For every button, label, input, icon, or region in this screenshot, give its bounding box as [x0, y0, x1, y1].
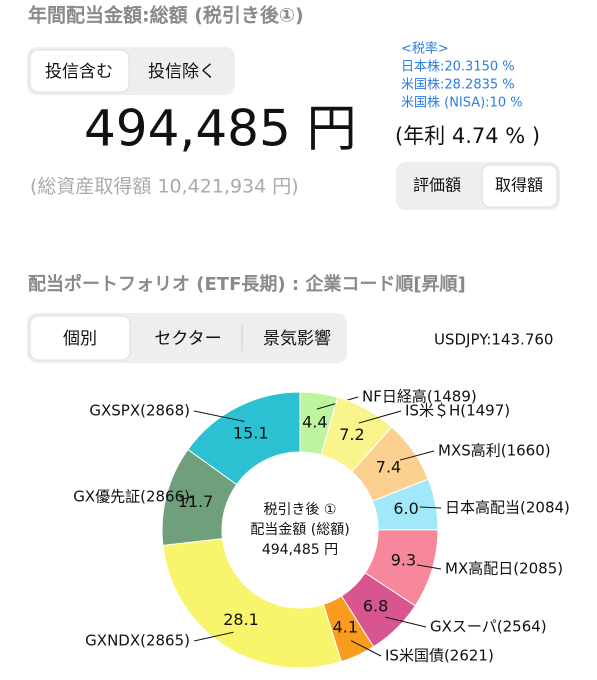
slice	[187, 391, 301, 486]
tab[interactable]: 投信除く	[148, 62, 216, 82]
tax-rate: 日本株:20.3150 %	[401, 60, 515, 75]
leader-line	[181, 496, 195, 500]
center-label: 配当金額 (総額)	[250, 522, 349, 538]
value-label: 4.1	[333, 618, 358, 637]
selected-tab	[29, 315, 131, 361]
category-label: GXNDX(2865)	[85, 632, 190, 650]
tab[interactable]: 景気影響	[263, 329, 331, 349]
tab[interactable]: 評価額	[413, 176, 461, 195]
leader-line	[193, 631, 234, 642]
value-label: 28.1	[223, 610, 259, 629]
leader-line	[358, 410, 402, 424]
section-title: 年間配当金額:総額 (税引き後①)	[28, 4, 304, 27]
category-label: IS米国債(2621)	[385, 647, 494, 665]
category-label: IS米＄H(1497)	[405, 402, 510, 420]
tab[interactable]: 取得額	[495, 176, 543, 195]
leader-line	[350, 640, 382, 657]
category-label: MX高配日(2085)	[445, 560, 563, 578]
leader-line	[419, 506, 442, 509]
selected-tab	[29, 49, 130, 93]
yield: (年利 4.74 % )	[395, 124, 540, 148]
category-label: GXSPX(2868)	[89, 402, 190, 420]
category-label: MXS高利(1660)	[438, 442, 551, 460]
total-cost: (総資産取得額 10,421,934 円)	[30, 176, 299, 198]
value-label: 11.7	[178, 492, 214, 511]
value-label: 6.8	[363, 597, 388, 616]
category-label: 日本高配当(2084)	[445, 499, 570, 517]
value-label: 9.3	[391, 550, 416, 569]
value-label: 15.1	[233, 423, 269, 442]
value-label: 4.4	[302, 413, 327, 432]
selected-tab	[481, 164, 558, 208]
category-label: NF日経高(1489)	[362, 388, 477, 406]
value-label: 7.2	[339, 425, 364, 444]
category-label: GX優先証(2866)	[73, 488, 190, 506]
center-label: 税引き後 ①	[263, 502, 336, 518]
tax-rate: 米国株 (NISA):10 %	[401, 96, 523, 111]
center-label: 494,485 円	[262, 542, 338, 558]
value-label: 6.0	[393, 499, 418, 518]
tab[interactable]: セクター	[154, 329, 221, 349]
tax-rate: <税率>	[401, 41, 449, 57]
tab[interactable]: 個別	[63, 329, 97, 349]
leader-line	[399, 450, 435, 461]
leader-line	[193, 410, 245, 422]
tab[interactable]: 投信含む	[45, 62, 113, 82]
category-label: GXスーパ(2564)	[430, 618, 547, 636]
leader-line	[385, 616, 427, 628]
fx-rate: USDJPY:143.760	[434, 331, 553, 349]
section-title: 配当ポートフォリオ (ETF長期) : 企業コード順[昇順]	[28, 273, 466, 295]
amount: 494,485 円	[84, 100, 357, 158]
value-label: 7.4	[376, 458, 401, 477]
leader-line	[416, 564, 442, 570]
slice	[162, 538, 342, 669]
tax-rate: 米国株:28.2835 %	[401, 78, 515, 93]
